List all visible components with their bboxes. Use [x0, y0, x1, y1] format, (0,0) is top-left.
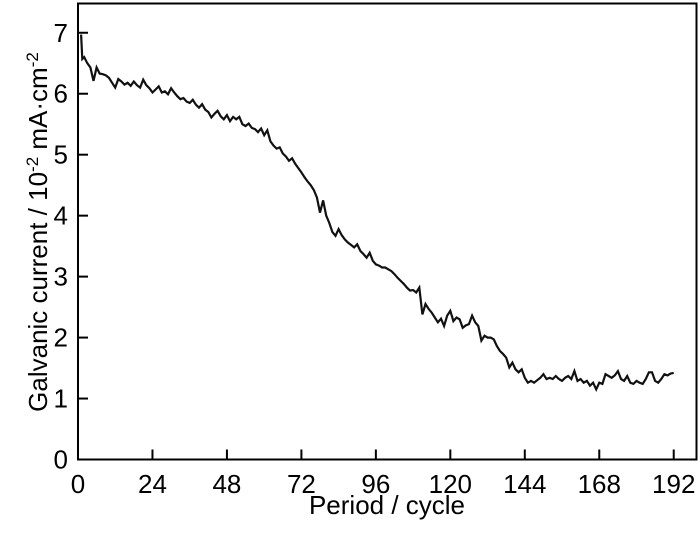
y-tick-label: 1 [54, 384, 68, 414]
plot-frame [77, 2, 698, 461]
curve-line [80, 34, 674, 393]
x-tick-label: 0 [71, 469, 85, 499]
x-tick-label: 24 [138, 469, 167, 499]
x-tick-label: 168 [578, 469, 621, 499]
y-axis-label: Galvanic current / 10-2 mA·cm-2 [23, 52, 53, 412]
x-tick-label: 120 [429, 469, 472, 499]
y-tick-label: 2 [54, 323, 68, 353]
x-tick-label: 72 [287, 469, 316, 499]
y-tick-label: 4 [54, 201, 68, 231]
y-tick-label: 7 [54, 18, 68, 48]
y-tick-label: 5 [54, 140, 68, 170]
x-tick-label: 96 [361, 469, 390, 499]
x-tick-label: 144 [503, 469, 546, 499]
x-tick-label: 192 [652, 469, 695, 499]
x-axis-tick-labels: 0 24 48 72 96 120 144 168 192 [71, 469, 696, 499]
y-tick-label: 6 [54, 79, 68, 109]
x-tick-label: 48 [212, 469, 241, 499]
y-tick-label: 0 [54, 445, 68, 475]
y-tick-label: 3 [54, 262, 68, 292]
x-axis-ticks [77, 449, 675, 459]
x-axis-label: Period / cycle [309, 490, 465, 520]
y-axis-tick-labels: 0 1 2 3 4 5 6 7 [54, 18, 68, 475]
y-axis-ticks [79, 31, 88, 461]
